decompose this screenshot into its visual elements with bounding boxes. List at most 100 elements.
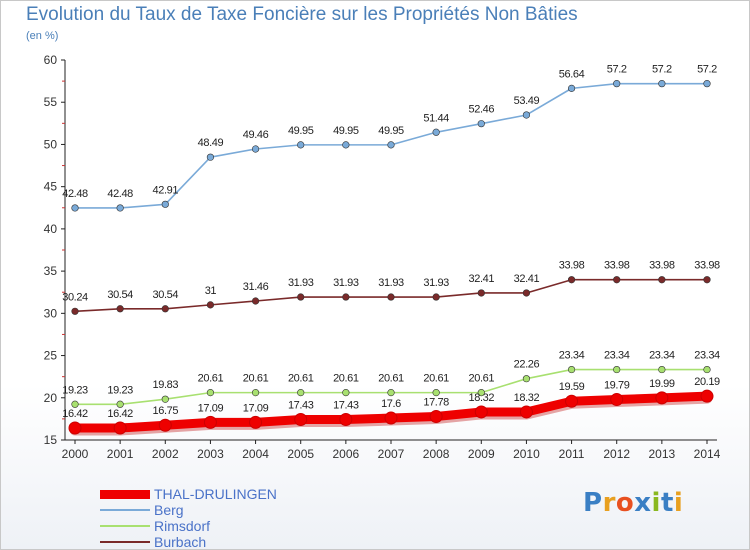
data-label: 17.09 <box>198 402 224 414</box>
data-label: 18.32 <box>514 392 540 404</box>
y-tick-label: 15 <box>44 433 58 447</box>
data-label: 31.46 <box>243 281 269 293</box>
legend-item-burbach: Burbach <box>100 534 277 550</box>
data-point <box>339 412 353 426</box>
data-label: 52.46 <box>469 104 495 116</box>
data-label: 32.41 <box>469 273 495 285</box>
legend-swatch <box>100 489 150 499</box>
data-point <box>567 84 576 92</box>
data-label: 23.34 <box>559 350 585 362</box>
data-point <box>251 297 260 305</box>
data-point <box>519 405 533 419</box>
chart-legend: THAL-DRULINGEN Berg Rimsdorf Burbach <box>100 486 277 550</box>
data-point <box>658 80 666 88</box>
x-tick-label: 2014 <box>694 447 721 461</box>
data-point <box>703 80 711 88</box>
data-point <box>384 411 398 425</box>
x-tick-label: 2002 <box>152 447 179 461</box>
data-point <box>342 293 350 301</box>
legend-label: Berg <box>154 502 184 518</box>
data-label: 31.93 <box>378 277 404 289</box>
data-point <box>297 141 305 149</box>
data-label: 23.34 <box>649 350 675 362</box>
data-point <box>294 412 308 426</box>
data-label: 19.79 <box>604 380 630 392</box>
logo-letter: i <box>651 488 661 518</box>
data-label: 17.78 <box>423 397 449 409</box>
data-label: 16.75 <box>153 405 179 417</box>
data-point <box>203 415 217 429</box>
data-point <box>522 375 531 383</box>
data-label: 20.61 <box>198 373 224 385</box>
x-tick-label: 2010 <box>513 447 540 461</box>
logo-letter: x <box>634 488 652 518</box>
data-label: 31 <box>205 285 217 297</box>
chart-subtitle: (en %) <box>26 30 59 42</box>
data-point <box>251 389 260 397</box>
data-point <box>161 305 169 313</box>
data-label: 23.34 <box>694 350 720 362</box>
data-label: 49.95 <box>378 125 404 137</box>
x-tick-label: 2013 <box>649 447 676 461</box>
y-tick-label: 25 <box>44 349 58 363</box>
data-label: 57.2 <box>652 64 672 76</box>
x-tick-label: 2004 <box>242 447 269 461</box>
data-point <box>206 389 215 397</box>
data-label: 20.61 <box>378 373 404 385</box>
data-point <box>565 394 579 408</box>
data-label: 57.2 <box>607 64 627 76</box>
data-label: 20.19 <box>694 376 720 388</box>
data-label: 20.61 <box>288 373 314 385</box>
data-point <box>71 307 79 315</box>
x-tick-label: 2001 <box>107 447 134 461</box>
x-tick-label: 2000 <box>62 447 89 461</box>
legend-label: Burbach <box>154 534 207 550</box>
data-point <box>474 405 488 419</box>
proxiti-logo: Proxiti <box>583 488 683 518</box>
data-point <box>613 365 621 374</box>
legend-label: Rimsdorf <box>154 518 211 534</box>
data-point <box>477 389 485 397</box>
data-point <box>700 389 714 403</box>
data-label: 56.64 <box>559 68 585 80</box>
legend-item-rimsdorf: Rimsdorf <box>100 518 277 534</box>
data-label: 19.59 <box>559 381 585 393</box>
data-point <box>342 389 350 397</box>
data-label: 33.98 <box>604 260 630 272</box>
data-point <box>249 415 263 429</box>
data-label: 42.48 <box>107 188 133 200</box>
data-point <box>116 204 124 212</box>
data-point <box>522 111 531 119</box>
data-point <box>477 289 485 297</box>
data-label: 16.42 <box>62 408 88 420</box>
data-point <box>71 204 79 212</box>
data-label: 49.95 <box>288 125 314 137</box>
data-label: 57.2 <box>697 64 717 76</box>
legend-label: THAL-DRULINGEN <box>154 486 277 502</box>
data-label: 20.61 <box>469 373 495 385</box>
data-point <box>567 365 576 374</box>
data-point <box>158 418 172 432</box>
data-point <box>71 400 79 408</box>
x-tick-label: 2009 <box>468 447 495 461</box>
data-point <box>116 400 124 408</box>
y-tick-label: 60 <box>44 53 58 67</box>
data-label: 18.32 <box>469 392 495 404</box>
logo-letter: o <box>615 488 635 518</box>
x-tick-label: 2011 <box>559 447 585 461</box>
data-point <box>206 301 215 309</box>
y-tick-label: 35 <box>44 264 58 278</box>
x-tick-label: 2008 <box>423 447 450 461</box>
data-point <box>610 393 624 407</box>
data-label: 30.24 <box>62 291 88 303</box>
y-tick-label: 30 <box>44 306 58 320</box>
data-label: 20.61 <box>333 373 359 385</box>
data-label: 20.61 <box>423 373 449 385</box>
data-point <box>387 293 395 301</box>
data-point <box>432 128 440 136</box>
data-point <box>161 200 169 208</box>
data-label: 17.6 <box>381 398 401 410</box>
data-point <box>297 389 305 397</box>
logo-letter: i <box>673 488 684 518</box>
